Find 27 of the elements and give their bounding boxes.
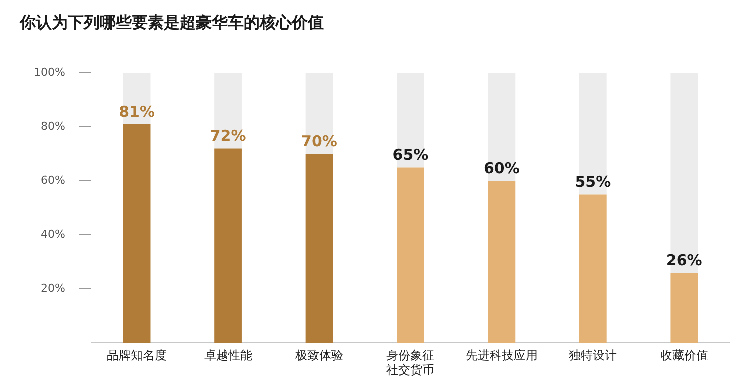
y-tick-label: 80% xyxy=(40,120,66,134)
x-tick-label: 品牌知名度 xyxy=(107,348,168,363)
bar xyxy=(306,154,334,344)
bar xyxy=(123,124,151,344)
chart-title: 你认为下列哪些要素是超豪华车的核心价值 xyxy=(19,12,324,32)
x-tick-label: 卓越性能 xyxy=(204,348,252,363)
y-tick-label: 40% xyxy=(40,228,66,242)
bar xyxy=(579,194,607,344)
bar xyxy=(397,168,424,344)
data-label: 26% xyxy=(666,251,702,270)
data-label: 81% xyxy=(119,102,156,121)
bar xyxy=(670,273,698,344)
x-tick-label: 身份象征社交货币 xyxy=(386,348,435,377)
data-label: 55% xyxy=(575,173,612,192)
x-tick-label: 收藏价值 xyxy=(660,348,708,363)
x-tick-label: 极致体验 xyxy=(294,348,344,363)
bar xyxy=(214,148,242,344)
data-label: 72% xyxy=(210,127,246,146)
data-label: 70% xyxy=(302,132,338,151)
x-tick-label: 独特设计 xyxy=(569,348,618,363)
y-tick-label: 60% xyxy=(40,174,66,188)
data-label: 65% xyxy=(392,146,429,164)
y-tick-label: 100% xyxy=(34,66,66,80)
x-tick-label: 先进科技应用 xyxy=(466,348,538,363)
y-tick-label: 20% xyxy=(40,282,66,296)
bar xyxy=(488,181,516,344)
data-label: 60% xyxy=(484,160,520,178)
